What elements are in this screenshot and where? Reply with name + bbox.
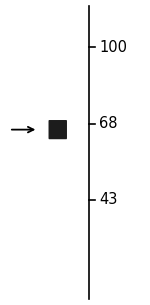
FancyBboxPatch shape [49, 120, 67, 139]
Text: 100: 100 [99, 40, 127, 55]
Text: 43: 43 [99, 192, 117, 207]
Text: 68: 68 [99, 116, 117, 131]
